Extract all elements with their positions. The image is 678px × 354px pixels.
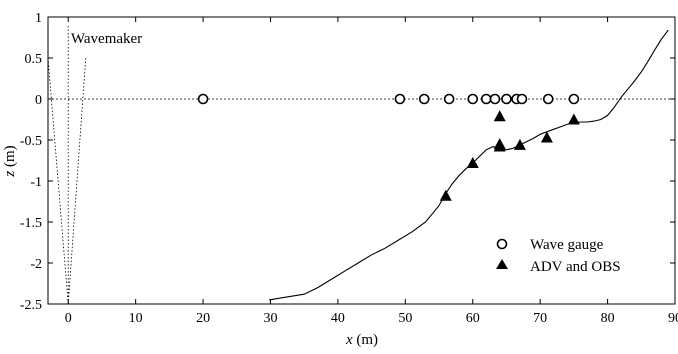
legend-label-adv-obs: ADV and OBS <box>530 259 621 275</box>
wave-gauge-point-6 <box>489 93 501 105</box>
x-tick-label-80: 80 <box>601 311 615 326</box>
lines-layer <box>47 25 675 305</box>
x-tick-label-50: 50 <box>398 311 412 326</box>
y-axis-title: z (m) <box>2 145 18 177</box>
x-tick-label-90: 90 <box>668 311 678 326</box>
adv-obs-point-7 <box>567 113 580 125</box>
adv-obs-point-4 <box>493 140 506 152</box>
wave-gauge-point-9 <box>516 93 528 105</box>
x-tick-label-70: 70 <box>533 311 547 326</box>
wave-gauge-point-7 <box>501 93 512 105</box>
x-tick-label-60: 60 <box>466 311 480 326</box>
legend: Wave gauge ADV and OBS <box>496 237 621 275</box>
adv-obs-point-1 <box>466 156 479 168</box>
wave-gauge-point-0 <box>197 93 209 105</box>
wave-gauge-point-11 <box>568 93 580 105</box>
x-tick-label-20: 20 <box>196 311 210 326</box>
adv-obs-point-2 <box>493 110 506 122</box>
y-tick-label-0: 0 <box>35 93 42 108</box>
wavemaker-annotation: Wavemaker <box>71 31 142 47</box>
adv-obs-point-5 <box>513 138 526 150</box>
x-tick-label-0: 0 <box>65 311 72 326</box>
wave-gauge-point-4 <box>467 93 479 105</box>
axes-layer <box>47 16 676 305</box>
y-tick-label--0.5: -0.5 <box>20 134 42 149</box>
ticks-layer: 0 10 20 30 40 50 60 70 80 90 1 0.5 0 -0.5 -1 -1.5 -2 -2.5 <box>20 11 678 326</box>
y-axis-unit: (m) <box>2 145 18 170</box>
plot-frame <box>47 16 676 305</box>
wave-gauge-point-5 <box>480 93 492 105</box>
y-tick-label--2.5: -2.5 <box>20 298 42 313</box>
svg-text:z (m): z (m) <box>2 145 18 177</box>
x-tick-label-30: 30 <box>263 311 277 326</box>
y-tick-label--2: -2 <box>30 257 42 272</box>
y-tick-label-0.5: 0.5 <box>25 52 43 67</box>
wave-gauge-point-3 <box>443 93 455 105</box>
x-axis-title: x (m) <box>345 332 378 348</box>
x-axis-unit: (m) <box>353 332 378 348</box>
wavemaker-line-2 <box>67 57 87 305</box>
wavemaker-line-0 <box>47 57 69 305</box>
x-tick-label-10: 10 <box>129 311 143 326</box>
adv-obs-point-0 <box>439 189 452 201</box>
legend-marker-adv-obs <box>496 259 508 269</box>
svg-text:x (m): x (m) <box>345 332 378 348</box>
y-tick-label--1: -1 <box>30 175 42 190</box>
y-tick-label--1.5: -1.5 <box>20 216 42 231</box>
wave-gauge-point-1 <box>394 93 406 105</box>
adv-obs-point-6 <box>540 131 553 143</box>
y-axis-variable: z <box>2 171 18 178</box>
x-tick-label-40: 40 <box>331 311 345 326</box>
wave-gauge-point-10 <box>542 93 554 105</box>
y-tick-label-1: 1 <box>35 11 42 26</box>
legend-marker-wave-gauge <box>496 238 508 250</box>
bathymetry-line <box>269 29 669 301</box>
legend-label-wave-gauge: Wave gauge <box>530 237 604 253</box>
wave-gauge-point-2 <box>418 93 430 105</box>
x-axis-variable: x <box>345 332 353 348</box>
markers-layer <box>197 93 580 201</box>
